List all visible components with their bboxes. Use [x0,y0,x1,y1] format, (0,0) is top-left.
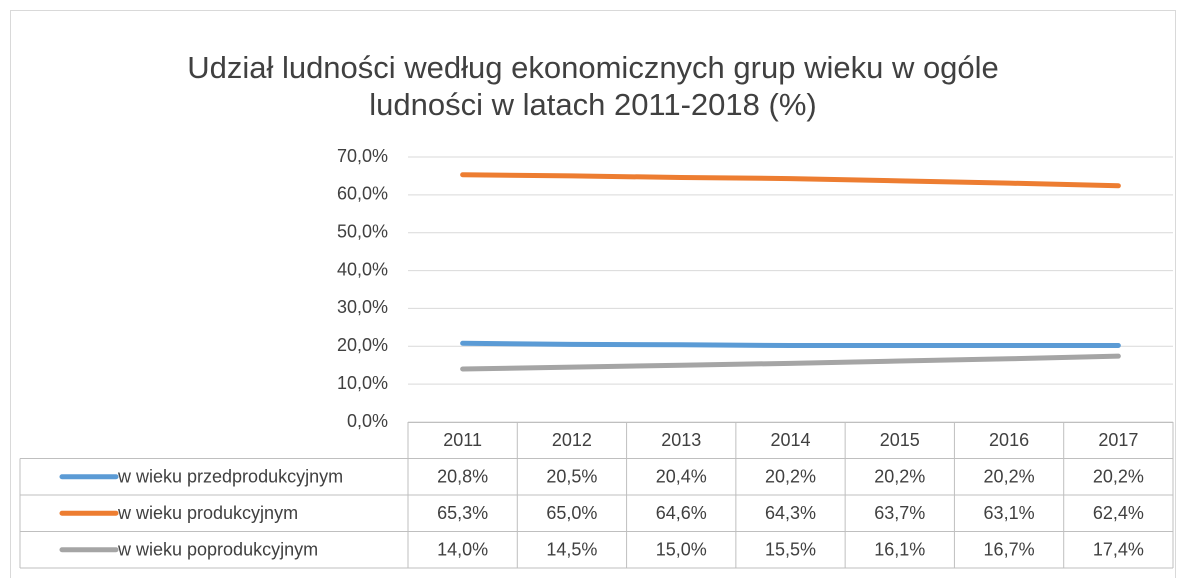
table-value: 15,5% [765,540,816,560]
table-value: 16,7% [984,540,1035,560]
legend-label: w wieku przedprodukcyjnym [117,467,343,487]
series-line [460,353,1121,372]
table-value: 14,5% [546,540,597,560]
y-tick-label: 60,0% [337,184,388,204]
table-value: 62,4% [1093,503,1144,523]
table-value: 20,8% [437,467,488,487]
x-tick-label: 2011 [443,430,482,450]
table-value: 20,4% [656,467,707,487]
table-value: 20,2% [874,467,925,487]
x-tick-label: 2014 [770,430,810,450]
x-tick-label: 2013 [661,430,701,450]
table-value: 16,1% [874,540,925,560]
y-tick-label: 0,0% [347,411,388,431]
table-value: 64,6% [656,503,707,523]
y-tick-label: 30,0% [337,297,388,317]
chart-border [10,10,1176,578]
series-line [460,172,1121,189]
x-tick-label: 2017 [1098,430,1138,450]
table-value: 64,3% [765,503,816,523]
table-value: 63,1% [984,503,1035,523]
table-value: 20,2% [1093,467,1144,487]
table-value: 20,2% [765,467,816,487]
table-value: 14,0% [437,540,488,560]
series-line [460,340,1121,349]
y-tick-label: 70,0% [337,146,388,166]
legend-label: w wieku poprodukcyjnym [117,540,318,560]
table-value: 65,0% [546,503,597,523]
y-tick-label: 40,0% [337,259,388,279]
y-tick-label: 10,0% [337,373,388,393]
table-value: 63,7% [874,503,925,523]
table-value: 20,5% [546,467,597,487]
x-tick-label: 2012 [552,430,592,450]
table-value: 17,4% [1093,540,1144,560]
y-tick-label: 50,0% [337,221,388,241]
chart-title: Udział ludności według ekonomicznych gru… [187,50,999,85]
x-tick-label: 2015 [880,430,920,450]
legend-label: w wieku produkcyjnym [117,503,298,523]
table-value: 20,2% [984,467,1035,487]
y-tick-label: 20,0% [337,335,388,355]
x-tick-label: 2016 [989,430,1029,450]
table-value: 15,0% [656,540,707,560]
chart-subtitle: ludności w latach 2011-2018 (%) [369,87,816,122]
table-value: 65,3% [437,503,488,523]
